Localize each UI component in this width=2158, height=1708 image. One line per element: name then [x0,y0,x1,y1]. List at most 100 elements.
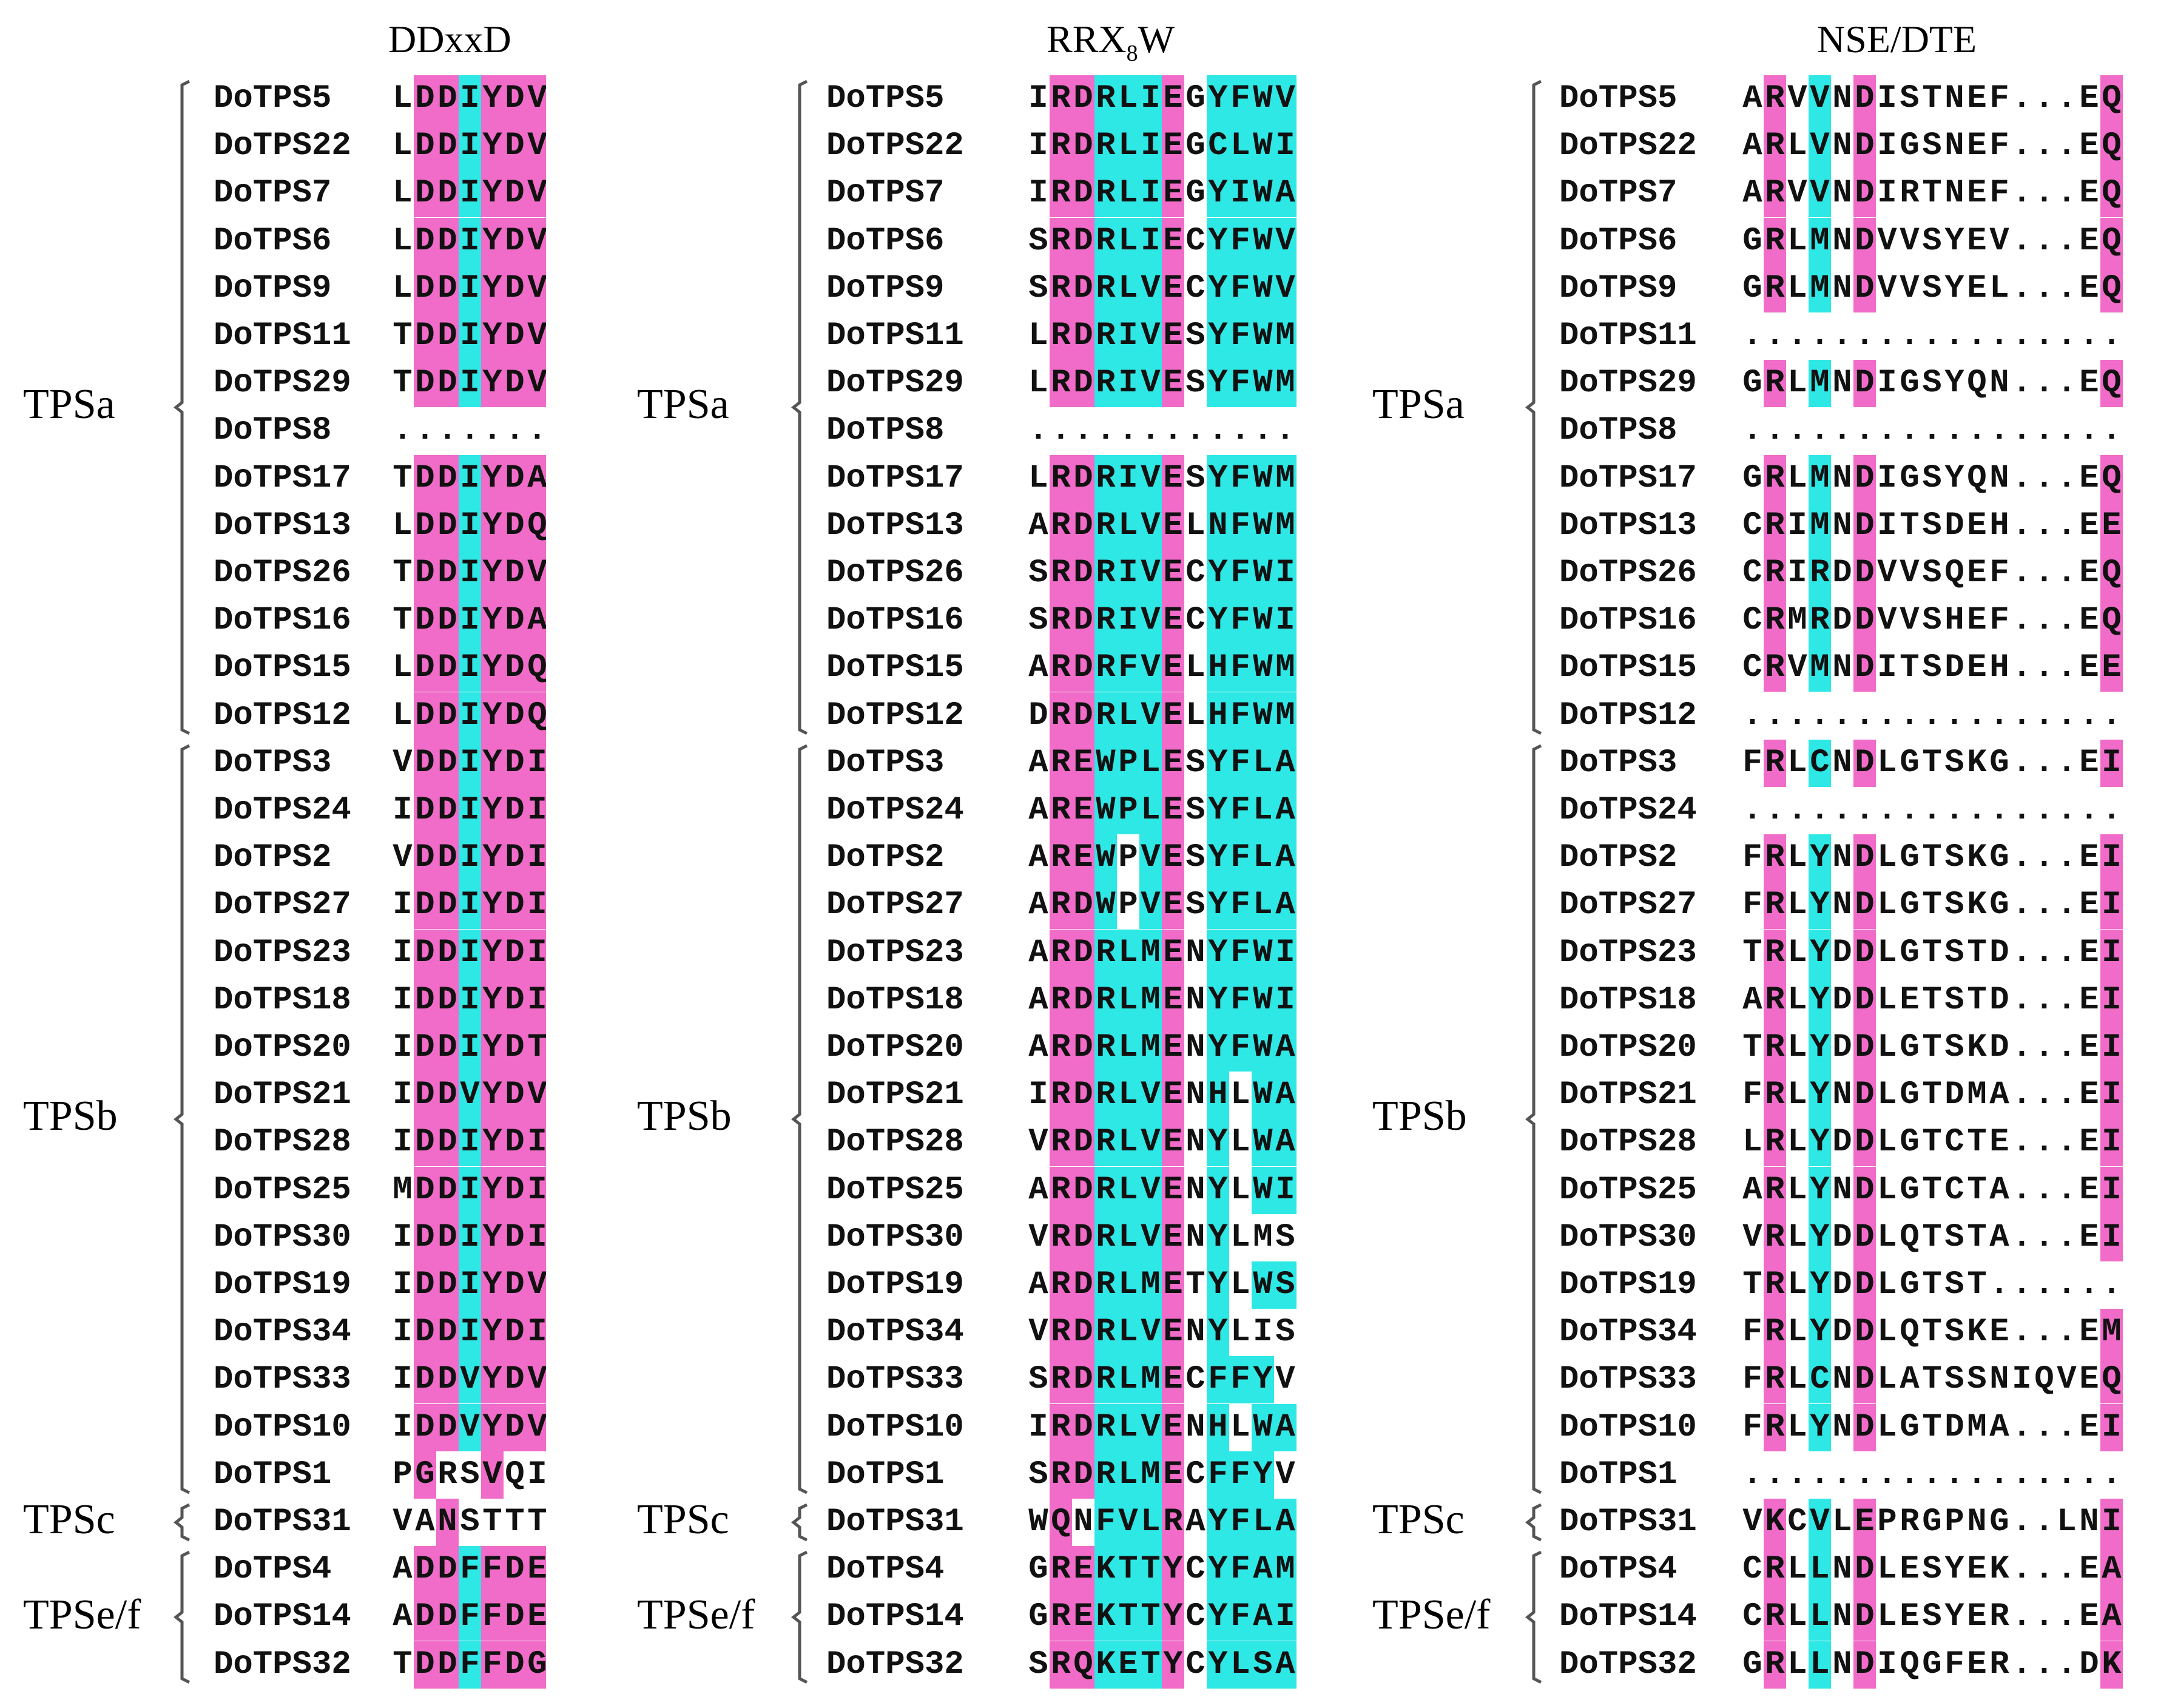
residue: Y [481,265,504,312]
residue: E [2079,1029,2099,1066]
sequence-name: DoTPS8 [1559,412,1678,450]
residue: L [1117,1261,1139,1309]
alignment-row: DoTPS11 T D D I Y D V [214,312,546,360]
residue: E [1162,312,1184,360]
residue: V [526,360,546,408]
residue: E [1162,217,1184,265]
residue: N [1185,1218,1205,1256]
residue: F [459,1641,481,1689]
residue: . [2034,1266,2054,1303]
residue: L [1117,1213,1139,1261]
residue: S [1922,555,1942,592]
alignment-row: DoTPS2 V D D I Y D I [214,834,546,882]
sequence-name: DoTPS27 [1559,886,1697,924]
residue: . [2057,839,2077,877]
residue: E [2079,80,2099,117]
residue: W [1252,170,1274,218]
motif-title-subscript: 8 [1126,40,1138,66]
residue: N [1989,1361,2009,1399]
motif-title: NSE/DTE [1817,17,1977,62]
residue: R [1764,597,1786,645]
residue: L [1787,1218,1807,1256]
residue: R [1764,75,1786,123]
residue: L [1230,1314,1250,1351]
residue: A [393,1551,413,1588]
residue: V [1139,1166,1162,1214]
residue: C [1944,1124,1964,1161]
residue: V [1274,217,1296,265]
residue: Y [481,1166,504,1214]
residue: D [414,312,436,360]
residue: E [2079,555,2099,592]
residue: S [1275,1218,1295,1256]
residue: N [1832,649,1852,687]
residue: E [1989,1314,2009,1351]
residue: . [2034,1171,2054,1209]
residue: D [1853,1072,1876,1119]
residue: S [1028,269,1048,307]
residue: W [1252,502,1274,550]
residue: H [1207,1072,1229,1119]
residue: V [1809,170,1831,218]
residue: L [1787,886,1807,924]
residue: R [1764,882,1786,930]
sequence-name: DoTPS17 [1559,459,1697,497]
sequence-name: DoTPS6 [826,222,945,260]
residue: D [1072,123,1094,170]
residue: L [393,649,413,687]
residue: T [393,365,413,402]
residue: W [1094,787,1117,834]
residue: D [1072,454,1094,502]
residue: M [2100,1309,2123,1357]
residue: T [1967,1171,1987,1209]
residue: D [504,170,526,218]
residue: S [1944,981,1964,1019]
residue: S [1922,365,1942,402]
residue: I [459,1024,481,1072]
residue: Y [1809,1403,1831,1451]
residue: L [1230,1076,1250,1114]
residue: D [436,312,459,360]
residue: D [1072,502,1094,550]
residue: Q [2100,75,2123,123]
residue: M [1139,1356,1162,1404]
sequence-name: DoTPS31 [826,1504,964,1541]
residue: G [1900,1408,1920,1446]
sequence-residues: ....... [391,407,546,454]
residue: S [1922,269,1942,307]
residue: . [2057,1266,2077,1303]
residue: F [1229,502,1252,550]
residue: E [2079,1361,2099,1399]
residue: A [1742,127,1762,165]
residue: D [504,1593,526,1641]
residue: D [504,976,526,1024]
alignment-row: DoTPS31 V K C V L E P R G P N G.. L N I [1559,1499,2136,1546]
residue: R [1764,123,1786,170]
residue: D [1853,1213,1876,1261]
residue: R [1094,170,1117,218]
sequence-name: DoTPS23 [1559,934,1697,971]
residue: G [1922,1646,1942,1683]
group-label: TPSa [1372,381,1465,428]
residue: E [2079,839,2099,877]
residue: . [1900,1456,1920,1493]
residue: T [1922,981,1942,1019]
residue: K [1094,1593,1117,1641]
residue: I [1274,1593,1296,1641]
residue: Y [481,1261,504,1309]
residue: L [1787,269,1807,307]
residue: S [1028,222,1048,260]
residue: F [1229,929,1252,977]
residue: . [2034,507,2054,544]
residue: R [1050,550,1072,597]
residue: A [526,454,546,502]
residue: W [1252,1403,1274,1451]
residue: I [393,1076,413,1114]
alignment-row: DoTPS17 T D D I Y D A [214,454,546,502]
residue: Y [1207,1499,1229,1546]
residue: F [1742,1076,1762,1114]
residue: R [1050,882,1072,930]
